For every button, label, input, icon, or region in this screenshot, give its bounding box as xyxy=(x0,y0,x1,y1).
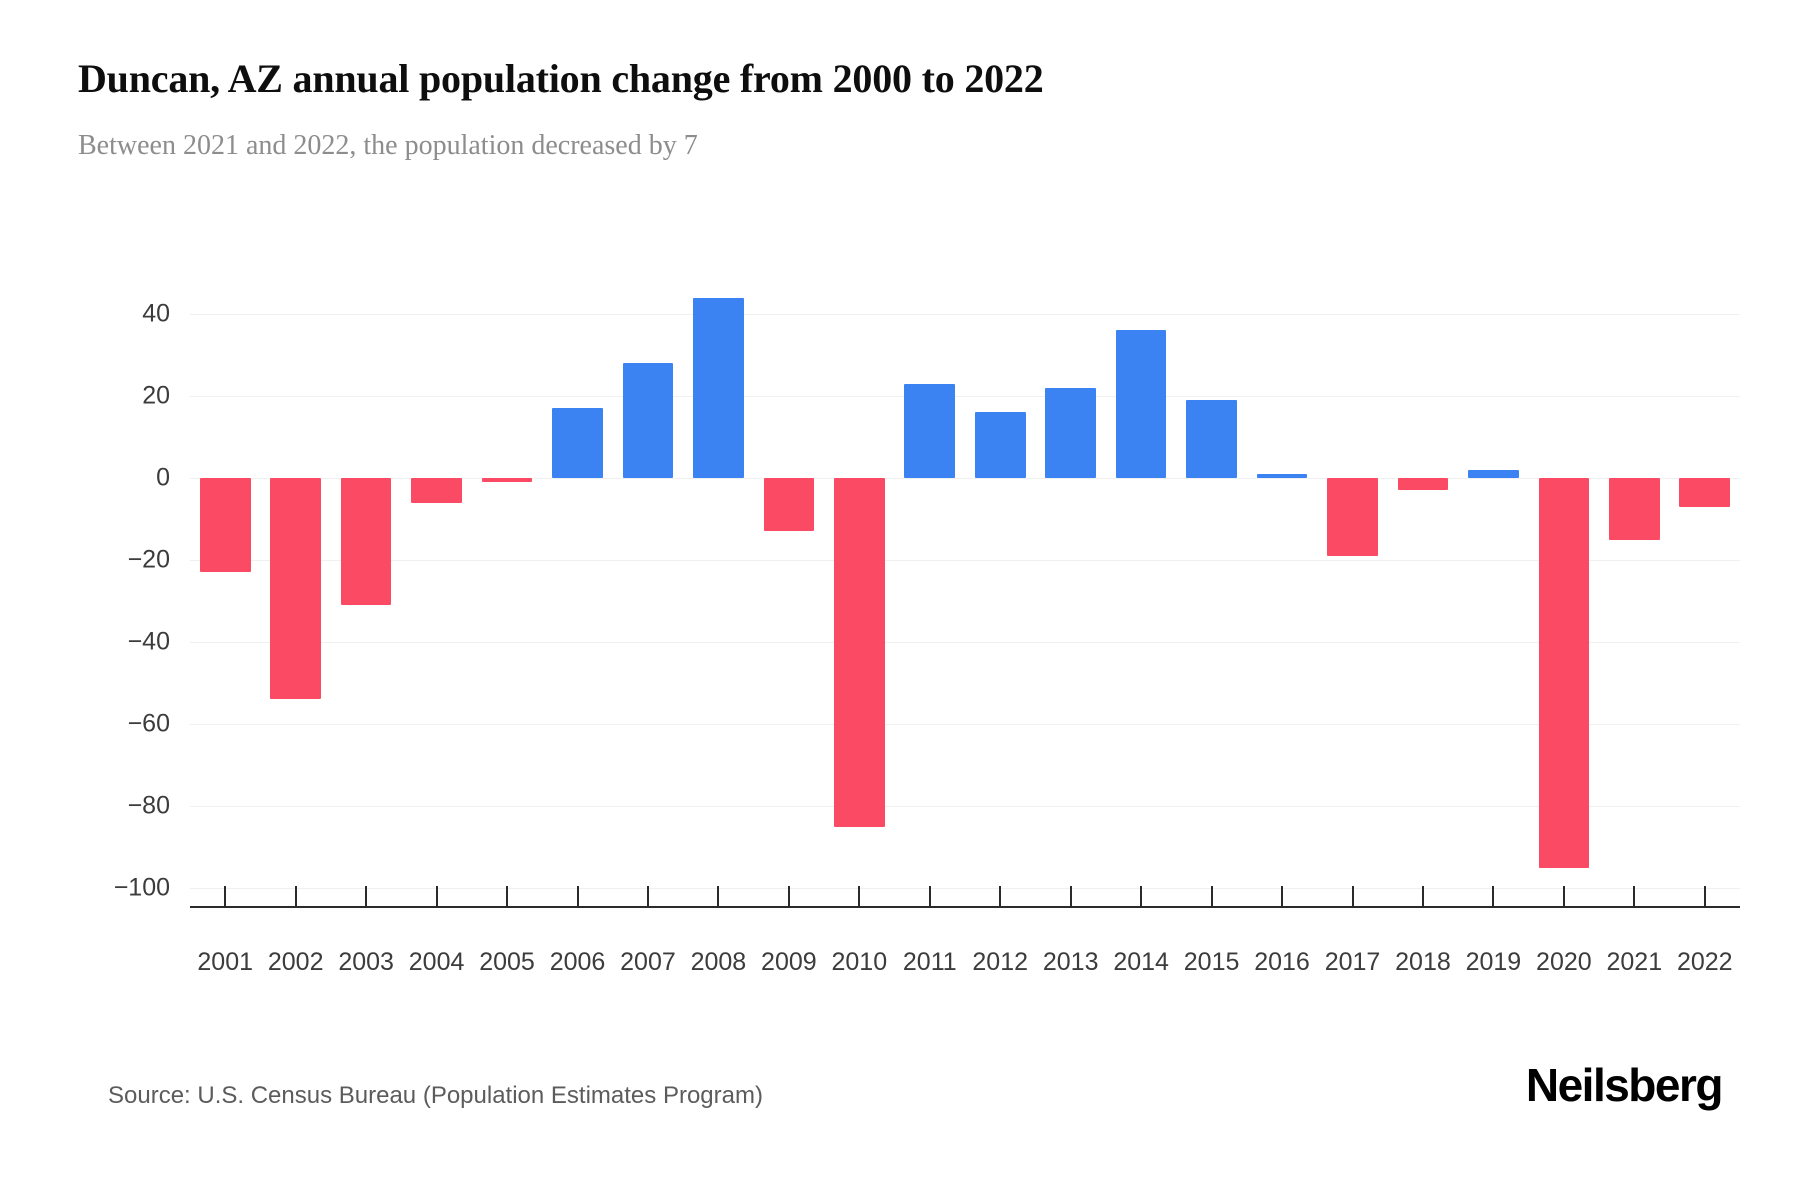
bar-2007[interactable] xyxy=(622,363,674,478)
x-tick xyxy=(294,886,297,906)
bar-2001[interactable] xyxy=(199,478,251,573)
bar-2015[interactable] xyxy=(1186,400,1237,478)
bar-2019[interactable] xyxy=(1468,469,1519,478)
y-tick-label: −60 xyxy=(127,709,170,738)
gridline xyxy=(190,724,1740,725)
x-tick xyxy=(224,886,227,906)
zero-gridline xyxy=(190,478,1740,479)
chart-subtitle: Between 2021 and 2022, the population de… xyxy=(78,130,698,161)
x-tick xyxy=(1703,886,1706,906)
x-tick-label: 2013 xyxy=(1042,948,1099,976)
bar-2022[interactable] xyxy=(1679,478,1731,507)
x-tick-label: 2012 xyxy=(972,948,1029,976)
x-tick xyxy=(1351,886,1354,906)
bar-2011[interactable] xyxy=(904,383,956,478)
bar-2008[interactable] xyxy=(693,297,744,478)
bar-2009[interactable] xyxy=(763,478,815,532)
x-tick-label: 2009 xyxy=(761,948,817,976)
bar-2006[interactable] xyxy=(552,408,603,478)
brand-logo: Neilsberg xyxy=(1525,1059,1724,1111)
x-tick xyxy=(999,886,1002,906)
x-tick-label: 2006 xyxy=(549,948,606,976)
y-tick-label: 20 xyxy=(142,381,170,410)
x-tick xyxy=(1562,886,1565,906)
bar-2020[interactable] xyxy=(1538,478,1590,868)
source-note: Source: U.S. Census Bureau (Population E… xyxy=(108,1082,763,1109)
bar-2012[interactable] xyxy=(974,412,1026,478)
bar-2010[interactable] xyxy=(833,478,885,827)
x-tick xyxy=(646,886,649,906)
gridline xyxy=(190,888,1740,889)
bar-2013[interactable] xyxy=(1045,387,1097,478)
bar-2018[interactable] xyxy=(1397,478,1449,491)
y-tick-label: 0 xyxy=(156,463,170,492)
x-tick-label: 2020 xyxy=(1536,948,1592,976)
x-tick xyxy=(928,886,931,906)
x-tick-label: 2008 xyxy=(690,948,747,976)
y-tick-label: −40 xyxy=(127,627,170,656)
x-tick-label: 2010 xyxy=(831,948,888,976)
gridline xyxy=(190,642,1740,643)
x-tick-label: 2015 xyxy=(1183,948,1240,976)
x-tick xyxy=(506,886,509,906)
x-tick-label: 2004 xyxy=(408,948,465,976)
x-tick xyxy=(717,886,720,906)
bar-2014[interactable] xyxy=(1115,330,1167,478)
x-tick xyxy=(1069,886,1072,906)
x-tick-label: 2017 xyxy=(1324,948,1381,976)
bar-2003[interactable] xyxy=(340,478,392,606)
x-tick-label: 2007 xyxy=(620,948,676,976)
bar-2016[interactable] xyxy=(1256,473,1308,478)
x-tick xyxy=(858,886,861,906)
x-tick xyxy=(576,886,579,906)
gridline xyxy=(190,314,1740,315)
y-tick-label: 40 xyxy=(142,299,170,328)
x-tick xyxy=(1140,886,1143,906)
plot-area xyxy=(190,297,1740,889)
x-tick xyxy=(435,886,438,906)
x-tick xyxy=(1492,886,1495,906)
x-axis-line xyxy=(190,906,1740,908)
gridline xyxy=(190,396,1740,397)
x-tick-label: 2011 xyxy=(902,948,957,976)
y-tick-label: −20 xyxy=(127,545,170,574)
y-tick-label: −80 xyxy=(127,791,170,820)
x-tick-label: 2002 xyxy=(267,948,324,976)
x-tick xyxy=(1421,886,1424,906)
bar-2004[interactable] xyxy=(411,478,462,503)
x-tick xyxy=(787,886,790,906)
x-tick-label: 2018 xyxy=(1395,948,1451,976)
x-tick-label: 2014 xyxy=(1113,948,1169,976)
x-tick xyxy=(365,886,368,906)
x-tick xyxy=(1281,886,1284,906)
x-tick-label: 2003 xyxy=(338,948,394,976)
bar-2017[interactable] xyxy=(1327,478,1378,556)
x-tick xyxy=(1210,886,1213,906)
bar-2021[interactable] xyxy=(1608,478,1660,540)
bar-2005[interactable] xyxy=(481,478,533,483)
x-tick-label: 2022 xyxy=(1676,948,1733,976)
y-tick-label: −100 xyxy=(113,873,170,902)
gridline xyxy=(190,560,1740,561)
x-tick-label: 2016 xyxy=(1254,948,1310,976)
gridline xyxy=(190,806,1740,807)
x-tick-label: 2019 xyxy=(1465,948,1522,976)
bar-2002[interactable] xyxy=(270,478,322,700)
x-tick xyxy=(1633,886,1636,906)
page-title: Duncan, AZ annual population change from… xyxy=(78,56,1044,101)
x-tick-label: 2021 xyxy=(1606,948,1663,976)
x-tick-label: 2005 xyxy=(479,948,535,976)
x-tick-label: 2001 xyxy=(197,948,254,976)
